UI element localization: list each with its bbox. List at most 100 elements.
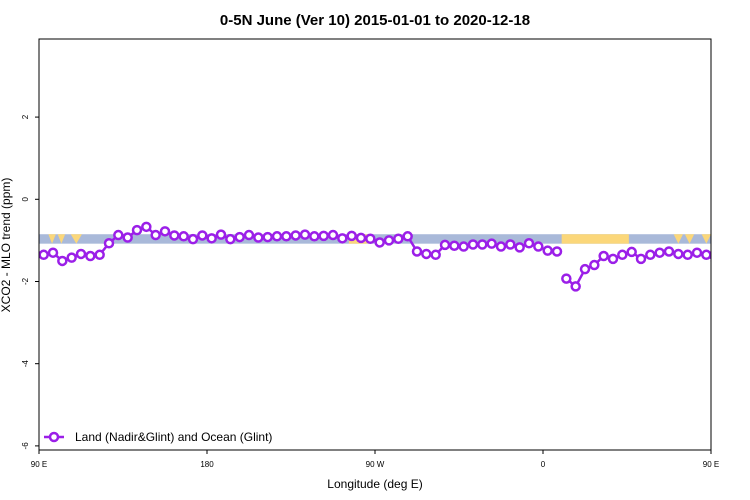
data-point xyxy=(187,233,199,245)
data-point xyxy=(635,253,647,265)
y-tick-label: -4 xyxy=(21,360,30,368)
y-axis: 2 0 -2 -4 -6 xyxy=(21,114,39,449)
data-point xyxy=(439,239,451,251)
x-tick-label: 90 W xyxy=(366,460,385,469)
data-point xyxy=(514,242,525,253)
data-point xyxy=(561,273,572,284)
data-point xyxy=(131,224,143,236)
data-point xyxy=(197,230,208,241)
data-point xyxy=(430,249,441,261)
land-band-segment xyxy=(701,234,711,244)
data-point xyxy=(542,245,553,256)
land-band-segment xyxy=(561,234,629,244)
data-point xyxy=(607,253,619,265)
data-point xyxy=(458,241,469,252)
data-point xyxy=(579,263,591,275)
chart-title: 0-5N June (Ver 10) 2015-01-01 to 2020-12… xyxy=(220,12,530,29)
data-point xyxy=(281,231,292,242)
data-point xyxy=(402,231,413,242)
data-point xyxy=(383,235,395,246)
land-band-segment xyxy=(711,234,720,243)
data-point xyxy=(290,230,301,241)
y-axis-label: XCO2 - MLO trend (ppm) xyxy=(0,178,13,313)
data-point xyxy=(467,239,479,250)
legend: Land (Nadir&Glint) and Ocean (Glint) xyxy=(44,430,272,444)
data-point xyxy=(57,255,68,267)
data-point xyxy=(103,238,115,249)
data-point xyxy=(150,229,161,241)
y-tick-label: 0 xyxy=(21,197,30,202)
data-point xyxy=(477,239,488,250)
x-tick-label: 90 E xyxy=(31,460,47,469)
data-point xyxy=(710,258,711,264)
data-point xyxy=(66,252,77,263)
data-point xyxy=(355,232,367,244)
data-point xyxy=(533,241,544,252)
data-point xyxy=(691,247,703,258)
data-point xyxy=(570,281,581,292)
data-point xyxy=(169,230,180,241)
data-point xyxy=(141,221,152,233)
land-band-segment xyxy=(684,234,695,244)
data-point xyxy=(393,233,404,244)
data-point xyxy=(523,238,535,249)
data-point xyxy=(47,247,59,258)
data-point xyxy=(505,239,516,250)
data-point xyxy=(486,238,497,249)
land-band-segment xyxy=(673,234,683,244)
land-band-segment xyxy=(70,234,82,244)
x-tick-label: 0 xyxy=(541,460,546,469)
data-point xyxy=(243,229,255,241)
data-point xyxy=(449,240,460,251)
data-point xyxy=(551,246,563,257)
data-point xyxy=(225,233,236,245)
data-point xyxy=(75,248,87,260)
data-point xyxy=(309,231,320,242)
series-layer xyxy=(39,221,748,292)
data-point xyxy=(365,233,376,244)
data-point xyxy=(215,229,227,240)
data-point xyxy=(721,255,729,263)
data-point xyxy=(299,229,311,240)
data-point xyxy=(94,249,105,261)
data-point xyxy=(682,249,693,261)
x-axis-label: Longitude (deg E) xyxy=(327,477,422,491)
data-point xyxy=(598,250,609,262)
data-point xyxy=(85,250,96,262)
data-point xyxy=(617,249,628,261)
data-point xyxy=(374,237,385,248)
data-point xyxy=(626,246,637,258)
y-tick-label: -6 xyxy=(21,442,30,450)
data-point xyxy=(411,246,423,257)
data-point xyxy=(271,231,283,242)
legend-entry-label: Land (Nadir&Glint) and Ocean (Glint) xyxy=(75,430,272,444)
land-band-segment xyxy=(48,234,56,244)
data-point xyxy=(740,253,748,261)
data-point xyxy=(645,249,656,261)
data-point xyxy=(113,229,124,241)
data-point xyxy=(730,249,738,257)
data-point xyxy=(421,248,432,260)
data-point xyxy=(234,231,245,243)
data-point xyxy=(337,233,348,244)
x-axis: 90 E 180 90 W 0 90 E xyxy=(31,450,719,469)
data-point xyxy=(346,230,357,242)
land-band-segment xyxy=(57,234,66,244)
data-point xyxy=(178,231,189,242)
data-point xyxy=(318,230,329,242)
data-point xyxy=(253,232,264,243)
data-point xyxy=(495,241,507,252)
x-tick-label: 90 E xyxy=(703,460,719,469)
y-tick-label: -2 xyxy=(21,277,30,285)
data-point xyxy=(262,231,273,243)
data-point xyxy=(39,249,49,261)
data-point xyxy=(122,232,133,243)
x-tick-label: 180 xyxy=(200,460,214,469)
data-point xyxy=(654,247,665,258)
data-point xyxy=(663,246,675,257)
data-point xyxy=(206,233,217,244)
data-point xyxy=(327,229,339,241)
legend-marker xyxy=(48,431,60,443)
data-point xyxy=(589,259,600,271)
